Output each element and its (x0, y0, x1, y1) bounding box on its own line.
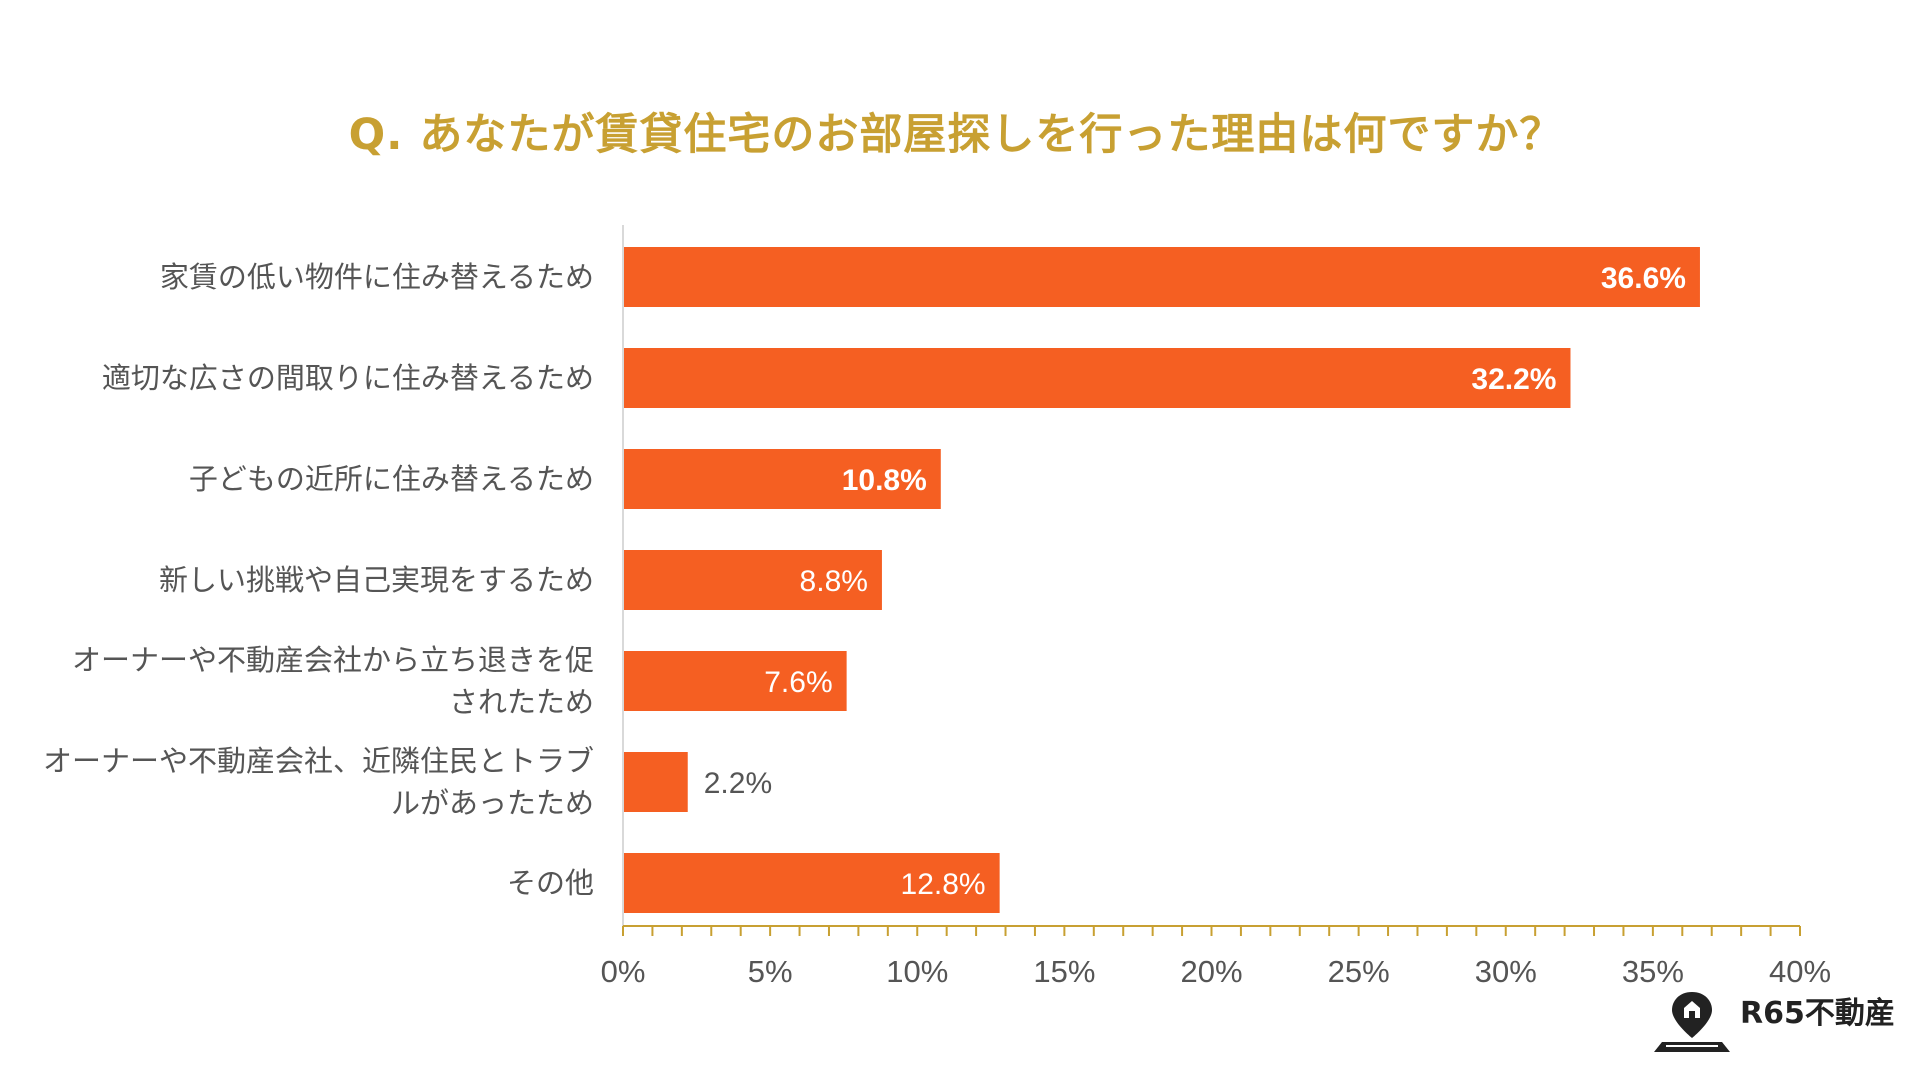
brand-logo: R65不動産 (1652, 988, 1895, 1054)
map-pin-house-icon (1654, 992, 1730, 1052)
category-label: オーナーや不動産会社から立ち退きを促 (72, 643, 594, 677)
category-label: 新しい挑戦や自己実現をするため (159, 563, 594, 597)
category-label: ルがあったため (391, 786, 594, 820)
category-label: 子どもの近所に住み替えるため (189, 462, 594, 496)
category-label: オーナーや不動産会社、近隣住民とトラブ (43, 744, 594, 778)
bar (623, 247, 1700, 307)
bar (623, 449, 941, 509)
data-label: 2.2% (704, 767, 772, 800)
x-tick-label: 25% (1328, 954, 1390, 989)
category-label: 家賃の低い物件に住み替えるため (160, 260, 594, 294)
x-tick-label: 15% (1033, 954, 1095, 989)
x-tick-label: 20% (1180, 954, 1242, 989)
category-label: 適切な広さの間取りに住み替えるため (102, 361, 594, 395)
data-label: 12.8% (901, 868, 986, 901)
data-label: 8.8% (800, 565, 868, 598)
bar (623, 853, 1000, 913)
bar (623, 550, 882, 610)
bar (623, 348, 1571, 408)
category-label: その他 (507, 866, 594, 900)
x-tick-label: 10% (886, 954, 948, 989)
data-label: 7.6% (764, 666, 832, 699)
data-label: 36.6% (1601, 262, 1686, 295)
chart-title: Q. あなたが賃貸住宅のお部屋探しを行った理由は何ですか？ (348, 110, 1564, 160)
x-tick-label: 40% (1769, 954, 1831, 989)
data-label: 10.8% (842, 464, 927, 497)
x-tick-label: 35% (1622, 954, 1684, 989)
x-tick-label: 30% (1475, 954, 1537, 989)
bar (623, 651, 847, 711)
x-tick-label: 5% (748, 954, 793, 989)
bar (623, 752, 688, 812)
category-label: されたため (449, 685, 594, 719)
brand-name: R65不動産 (1740, 996, 1895, 1031)
x-tick-label: 0% (601, 954, 646, 989)
data-label: 32.2% (1471, 363, 1556, 396)
